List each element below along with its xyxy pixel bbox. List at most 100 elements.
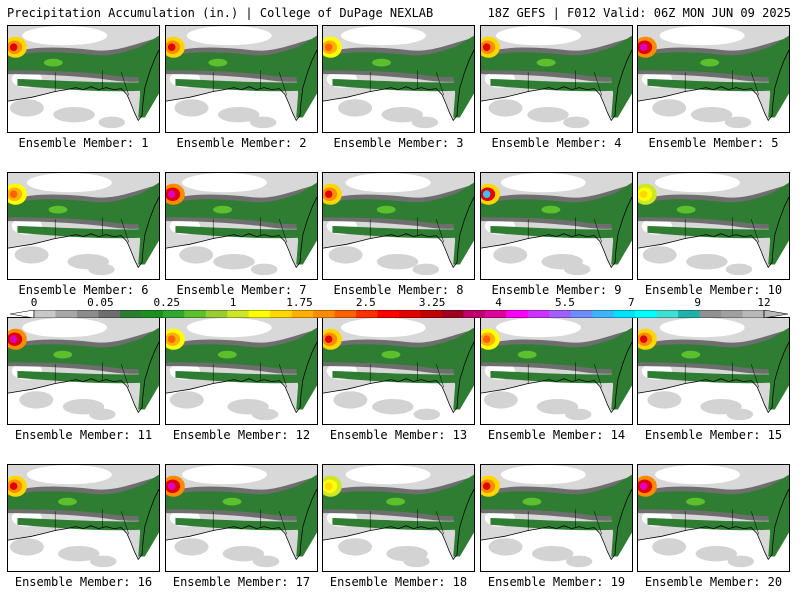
ensemble-member-label: Ensemble Member: 11: [14, 428, 153, 442]
ensemble-member-label: Ensemble Member: 17: [172, 575, 311, 589]
color-scale-swatch: [656, 310, 679, 318]
ensemble-map-panel: [322, 464, 475, 572]
ensemble-member-label: Ensemble Member: 18: [329, 575, 468, 589]
precip-map: [8, 26, 159, 129]
color-scale-swatch: [76, 310, 99, 318]
ensemble-map-panel: [322, 172, 475, 280]
ensemble-map-panel: [165, 172, 318, 280]
color-scale-tick-label: 4: [495, 296, 502, 309]
ensemble-member-label: Ensemble Member: 12: [172, 428, 311, 442]
color-scale-tick-label: 12: [757, 296, 771, 309]
precip-map: [481, 318, 632, 421]
color-scale-swatch: [549, 310, 572, 318]
color-scale-swatch: [227, 310, 250, 318]
ensemble-member-label: Ensemble Member: 13: [329, 428, 468, 442]
ensemble-map-panel: [322, 25, 475, 133]
ensemble-map-panel: [165, 317, 318, 425]
ensemble-member-label: Ensemble Member: 20: [644, 575, 783, 589]
color-scale-swatch: [570, 310, 593, 318]
ensemble-member-label: Ensemble Member: 15: [644, 428, 783, 442]
color-scale-swatch: [441, 310, 464, 318]
precip-map: [166, 173, 317, 276]
precip-map: [8, 465, 159, 568]
color-scale-tick-label: 9: [694, 296, 701, 309]
precip-map: [323, 173, 474, 276]
ensemble-map-panel: [7, 172, 160, 280]
color-scale-swatch: [98, 310, 121, 318]
color-scale-swatch: [721, 310, 743, 318]
color-scale-swatch: [527, 310, 550, 318]
ensemble-map-panel: [480, 172, 633, 280]
color-scale-swatch: [678, 310, 700, 318]
color-scale-swatch: [592, 310, 615, 318]
color-scale-swatch: [613, 310, 636, 318]
ensemble-member-label: Ensemble Member: 16: [14, 575, 153, 589]
precip-map: [481, 26, 632, 129]
ensemble-member-label: Ensemble Member: 2: [176, 136, 307, 150]
color-scale-swatch: [313, 310, 335, 318]
color-scale-tick-label: 1.75: [286, 296, 313, 309]
ensemble-member-label: Ensemble Member: 19: [487, 575, 626, 589]
precip-map: [323, 465, 474, 568]
precip-map: [166, 318, 317, 421]
ensemble-map-panel: [480, 464, 633, 572]
precip-map: [8, 318, 159, 421]
color-scale-swatch: [55, 310, 78, 318]
ensemble-map-panel: [480, 317, 633, 425]
color-scale-swatch: [356, 310, 378, 318]
color-scale-tick-label: 0: [30, 296, 38, 309]
precip-map: [8, 173, 159, 276]
ensemble-member-label: Ensemble Member: 7: [176, 283, 307, 297]
ensemble-member-label: Ensemble Member: 3: [333, 136, 464, 150]
ensemble-map-panel: [480, 25, 633, 133]
color-scale-swatch: [248, 310, 271, 318]
precip-map: [166, 26, 317, 129]
ensemble-member-label: Ensemble Member: 14: [487, 428, 626, 442]
color-scale-swatch: [119, 310, 142, 318]
color-scale-swatch: [334, 310, 357, 318]
ensemble-member-label: Ensemble Member: 10: [644, 283, 783, 297]
color-scale-swatch: [377, 310, 400, 318]
ensemble-map-panel: [322, 317, 475, 425]
ensemble-member-label: Ensemble Member: 5: [648, 136, 779, 150]
ensemble-map-panel: [165, 464, 318, 572]
color-scale-tick-label: 3.25: [418, 296, 446, 309]
color-scale-swatch: [506, 310, 529, 318]
color-scale-swatch: [184, 310, 207, 318]
color-scale-swatch: [270, 310, 292, 318]
precip-map: [323, 26, 474, 129]
color-scale-tick-label: 5.5: [554, 296, 575, 309]
color-scale-tick-label: 7: [627, 296, 635, 309]
color-scale-swatch: [484, 310, 507, 318]
color-scale-swatch: [635, 310, 657, 318]
color-scale-swatch: [141, 310, 164, 318]
color-scale-tick-label: 0.05: [87, 296, 114, 309]
color-scale-swatch: [205, 310, 228, 318]
color-scale-swatch: [463, 310, 486, 318]
ensemble-member-label: Ensemble Member: 4: [491, 136, 622, 150]
model-valid-time: 18Z GEFS | F012 Valid: 06Z MON JUN 09 20…: [487, 6, 791, 20]
color-scale-tick-label: 1: [229, 296, 237, 309]
color-scale-swatch: [291, 310, 314, 318]
precip-map: [638, 465, 789, 568]
ensemble-member-label: Ensemble Member: 8: [333, 283, 464, 297]
color-scale-bar: [10, 310, 788, 318]
precip-map: [481, 465, 632, 568]
ensemble-map-panel: [165, 25, 318, 133]
page-title: Precipitation Accumulation (in.) | Colle…: [7, 6, 434, 20]
ensemble-member-label: Ensemble Member: 9: [491, 283, 622, 297]
ensemble-member-label: Ensemble Member: 6: [18, 283, 149, 297]
ensemble-map-panel: [637, 464, 790, 572]
color-scale-tick-label: 0.25: [153, 296, 180, 309]
color-scale-swatch: [742, 310, 765, 318]
ensemble-map-panel: [637, 317, 790, 425]
color-scale-swatch: [399, 310, 421, 318]
ensemble-member-label: Ensemble Member: 1: [18, 136, 149, 150]
ensemble-map-panel: [7, 317, 160, 425]
color-scale-swatch: [162, 310, 185, 318]
color-scale-swatch: [699, 310, 722, 318]
precip-map: [323, 318, 474, 421]
color-scale-swatch: [34, 310, 56, 318]
precip-map: [638, 318, 789, 421]
ensemble-map-panel: [7, 25, 160, 133]
